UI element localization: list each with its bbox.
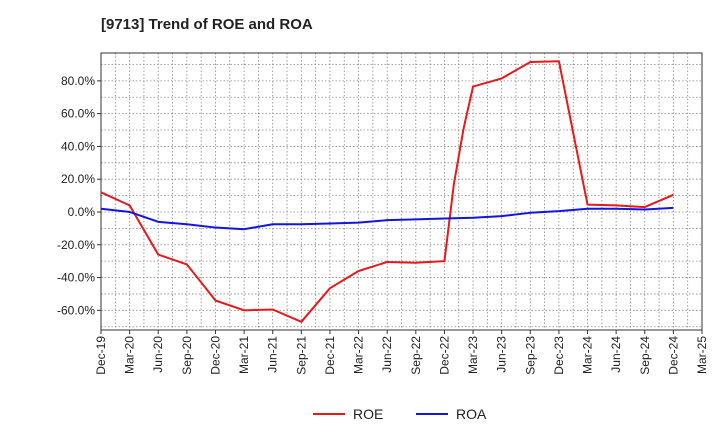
x-tick-label: Dec-24 xyxy=(666,336,680,375)
x-tick-label: Mar-24 xyxy=(581,336,595,374)
x-tick-label: Dec-22 xyxy=(437,336,451,375)
y-tick-label: 40.0% xyxy=(61,139,95,153)
x-tick-label: Jun-22 xyxy=(380,336,394,373)
x-tick-label: Dec-23 xyxy=(552,336,566,375)
x-tick-label: Jun-21 xyxy=(266,336,280,373)
x-tick-label: Mar-22 xyxy=(352,336,366,374)
series-line-roe xyxy=(100,60,674,323)
x-tick-label: Dec-21 xyxy=(323,336,337,375)
x-tick-label: Sep-22 xyxy=(409,336,423,375)
x-tick-label: Jun-20 xyxy=(151,336,165,373)
x-tick-label: Jun-23 xyxy=(495,336,509,373)
y-tick-label: 80.0% xyxy=(61,74,95,88)
legend: ROE ROA xyxy=(313,406,487,422)
chart-title: [9713] Trend of ROE and ROA xyxy=(101,16,313,33)
x-tick-label: Mar-20 xyxy=(123,336,137,374)
plot-frame xyxy=(100,52,703,331)
series-lines xyxy=(100,60,674,323)
x-tick-label: Mar-21 xyxy=(237,336,251,374)
y-tick-label: 0.0% xyxy=(68,205,96,219)
legend-label-roa: ROA xyxy=(456,406,487,422)
y-tick-label: -20.0% xyxy=(57,238,95,252)
y-tick-label: -40.0% xyxy=(57,271,95,285)
x-tick-label: Mar-23 xyxy=(466,336,480,374)
y-tick-label: 20.0% xyxy=(61,172,95,186)
y-tick-label: -60.0% xyxy=(57,303,95,317)
x-tick-label: Mar-25 xyxy=(695,336,709,374)
x-tick-label: Sep-23 xyxy=(523,336,537,375)
series-line-roa xyxy=(100,206,674,231)
x-tick-label: Sep-20 xyxy=(180,336,194,375)
legend-label-roe: ROE xyxy=(353,406,383,422)
grid-lines xyxy=(101,53,702,330)
x-tick-label: Sep-24 xyxy=(638,336,652,375)
x-axis-ticks: Dec-19 Mar-20 Jun-20 Sep-20 Dec-20 Mar-21 Jun-… xyxy=(94,330,709,375)
y-axis-ticks: -60.0% -40.0% -20.0% 0.0% 20.0% 40.0% 60.0% 80.… xyxy=(57,74,101,317)
x-tick-label: Dec-20 xyxy=(208,336,222,375)
x-tick-label: Jun-24 xyxy=(609,336,623,373)
x-tick-label: Sep-21 xyxy=(294,336,308,375)
x-tick-label: Dec-19 xyxy=(94,336,108,375)
y-tick-label: 60.0% xyxy=(61,107,95,121)
